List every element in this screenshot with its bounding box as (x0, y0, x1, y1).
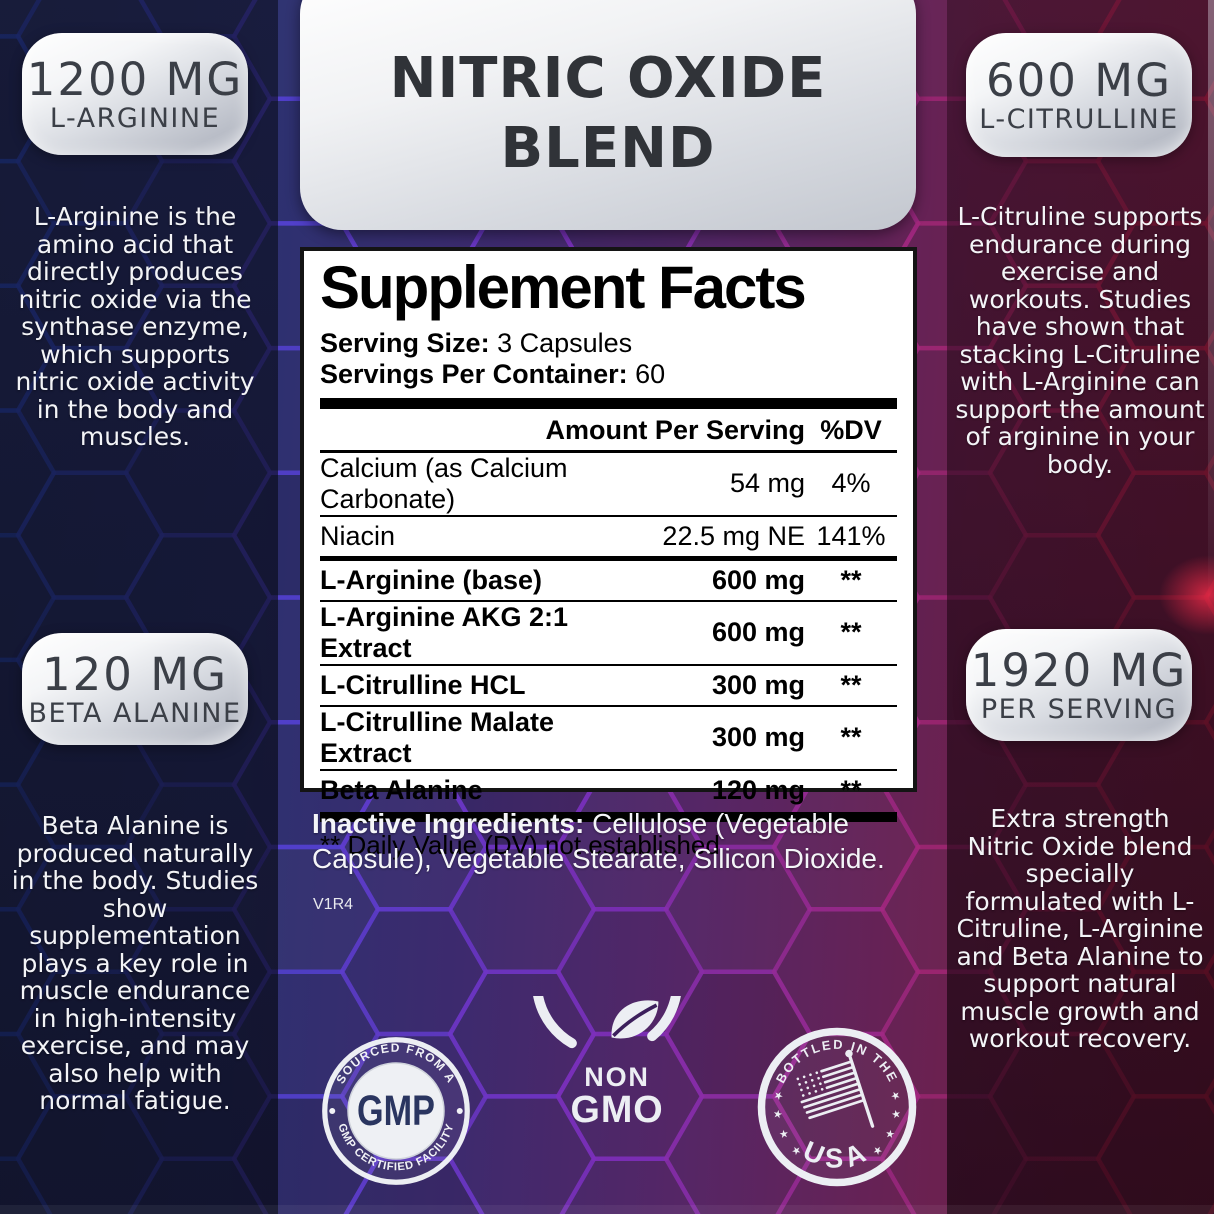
left-column-tint (0, 0, 278, 1214)
version-code: V1R4 (313, 896, 354, 913)
blend-description: Extra strength Nitric Oxide blend specia… (956, 804, 1204, 1053)
row-dv: ** (840, 564, 862, 595)
serving-size-label: Serving Size: (320, 328, 490, 359)
inactive-ingredients-label: Inactive Ingredients: (312, 808, 585, 839)
table-row: Niacin 22.5 mg NE 141% (320, 517, 897, 561)
usa-outer-ring (757, 1027, 917, 1187)
gmp-left-dot (329, 1108, 336, 1114)
supplement-facts-title: Supplement Facts (320, 254, 807, 321)
row-amount: 22.5 mg NE (662, 520, 805, 551)
row-dv: 141% (816, 520, 886, 551)
table-row: L-Citrulline HCL 300 mg ** (320, 666, 897, 707)
arginine-amount-label: L-ARGININE (49, 102, 221, 134)
arginine-amount-badge: 1200 MG L-ARGININE (22, 33, 248, 155)
row-amount: 54 mg (729, 468, 805, 499)
row-name: L-Arginine (base) (320, 564, 543, 595)
table-row: Calcium (as Calcium Carbonate) 54 mg 4% (320, 453, 897, 517)
row-name: Beta Alanine (320, 774, 483, 805)
per-serving-amount-badge: 1920 MG PER SERVING (966, 629, 1192, 741)
row-dv: 4% (831, 468, 871, 499)
us-flag-icon (796, 1049, 875, 1128)
non-gmo-swoosh (533, 996, 681, 1049)
citrulline-amount-value: 600 MG (986, 53, 1172, 107)
per-serving-amount-value: 1920 MG (970, 643, 1188, 697)
row-name: L-Citrulline Malate Extract (320, 706, 555, 768)
table-row: L-Citrulline Malate Extract 300 mg ** (320, 707, 897, 771)
row-name: L-Arginine AKG 2:1 Extract (320, 601, 569, 663)
non-gmo-seal-icon: NON GMO (533, 996, 681, 1131)
facts-table-rows: Calcium (as Calcium Carbonate) 54 mg 4% Nia… (320, 453, 897, 810)
product-title-line1: NITRIC OXIDE (389, 46, 827, 111)
product-title-line2: BLEND (500, 116, 716, 181)
row-amount: 300 mg (711, 669, 805, 700)
star-icon: ★ (889, 1089, 903, 1101)
star-icon: ★ (771, 1090, 785, 1102)
gmp-seal-icon: SOURCED FROM A GMP CERTIFIED FACILITY GM… (322, 1037, 470, 1185)
thick-divider-bar (320, 397, 897, 409)
servings-value: 60 (635, 358, 666, 389)
citrulline-description: L-Citruline supports endurance during ex… (955, 202, 1205, 479)
table-row: L-Arginine AKG 2:1 Extract 600 mg ** (320, 602, 897, 666)
table-row: L-Arginine (base) 600 mg ** (320, 561, 897, 602)
row-name: L-Citrulline HCL (320, 669, 526, 700)
servings-per-container-line: Servings Per Container: 60 (320, 359, 897, 389)
facts-table-header: Amount Per Serving %DV (320, 409, 897, 453)
citrulline-amount-badge: 600 MG L-CITRULLINE (966, 33, 1192, 157)
citrulline-amount-label: L-CITRULLINE (979, 103, 1179, 135)
row-dv: ** (840, 617, 862, 648)
beta-alanine-amount-value: 120 MG (42, 647, 228, 701)
row-dv: ** (840, 669, 862, 700)
row-dv: ** (840, 774, 862, 805)
serving-size-value: 3 Capsules (497, 328, 633, 359)
non-gmo-line1: NON (584, 1062, 649, 1092)
arginine-amount-value: 1200 MG (26, 52, 244, 106)
usa-stars: ★ ★ ★ ★ ★ ★ ★ ★ (771, 1089, 903, 1159)
product-title-panel: NITRIC OXIDE BLEND (300, 0, 916, 230)
dv-column-header: %DV (820, 414, 882, 445)
inactive-ingredients: Inactive Ingredients: Cellulose (Vegetab… (312, 806, 918, 876)
row-name: Calcium (as Calcium Carbonate) (320, 452, 568, 514)
inactive-ingredients-text: Cellulose (Vegetable Capsule), Vegetable… (312, 808, 885, 874)
row-name: Niacin (320, 520, 396, 551)
right-edge-highlight (1208, 0, 1214, 632)
bottom-edge-strip (0, 1205, 1214, 1214)
gmp-inner-disc (347, 1062, 445, 1160)
per-serving-amount-label: PER SERVING (980, 693, 1178, 725)
row-amount: 300 mg (711, 722, 805, 753)
gmp-center-text: GMP (357, 1088, 435, 1135)
non-gmo-line2: GMO (571, 1089, 664, 1131)
bottled-in-usa-seal-icon: BOTTLED IN THE USA ★ ★ ★ ★ ★ ★ ★ ★ (757, 1027, 917, 1187)
servings-label: Servings Per Container: (320, 358, 628, 389)
row-dv: ** (840, 722, 862, 753)
beta-alanine-amount-badge: 120 MG BETA ALANINE (22, 633, 248, 745)
row-amount: 600 mg (711, 564, 805, 595)
beta-alanine-amount-label: BETA ALANINE (28, 697, 242, 729)
row-amount: 600 mg (711, 617, 805, 648)
table-row: Beta Alanine 120 mg ** (320, 771, 897, 810)
supplement-facts-panel: Supplement Facts Serving Size: 3 Capsule… (300, 247, 917, 860)
leaf-vein (612, 1003, 658, 1037)
beta-alanine-description: Beta Alanine is produced naturally in th… (11, 811, 259, 1115)
amount-column-header: Amount Per Serving (545, 414, 805, 445)
thick-end-bar (320, 811, 897, 822)
star-icon: ★ (771, 1109, 784, 1120)
arginine-description: L-Arginine is the amino acid that direct… (15, 202, 255, 451)
row-amount: 120 mg (711, 774, 805, 805)
serving-size-line: Serving Size: 3 Capsules (320, 328, 897, 358)
gmp-right-dot (456, 1108, 463, 1114)
daily-value-footnote: ** Daily Value (DV) not established (320, 829, 720, 860)
star-icon: ★ (890, 1108, 903, 1119)
